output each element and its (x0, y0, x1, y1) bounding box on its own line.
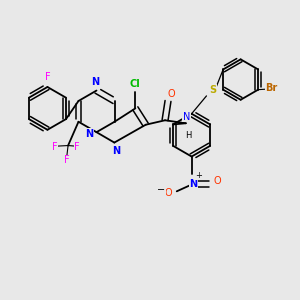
Text: O: O (167, 88, 175, 98)
Text: N: N (183, 112, 190, 122)
Text: N: N (91, 76, 99, 87)
Text: F: F (52, 142, 58, 152)
Text: H: H (185, 130, 191, 140)
Text: F: F (45, 72, 50, 82)
Text: Br: Br (266, 83, 278, 93)
Text: O: O (214, 176, 222, 186)
Text: F: F (64, 155, 69, 165)
Text: F: F (74, 142, 80, 152)
Text: N: N (189, 179, 197, 189)
Text: +: + (195, 171, 202, 180)
Text: S: S (209, 85, 217, 95)
Text: Cl: Cl (130, 79, 141, 89)
Text: N: N (112, 146, 120, 157)
Text: −: − (157, 185, 165, 195)
Text: O: O (165, 188, 172, 198)
Text: N: N (85, 129, 93, 139)
